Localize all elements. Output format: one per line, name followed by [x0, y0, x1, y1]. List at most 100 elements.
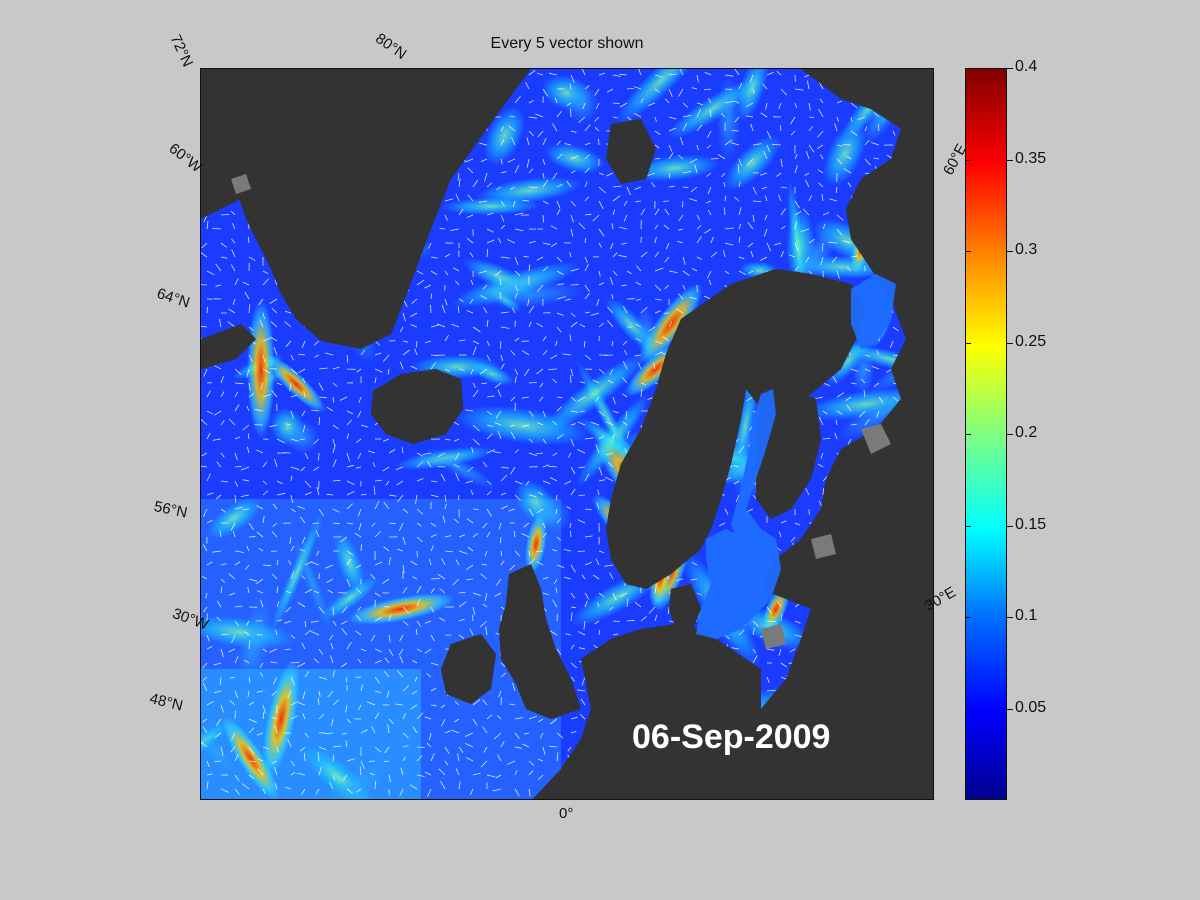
- current-vector: [374, 660, 382, 664]
- current-vector: [604, 564, 614, 567]
- current-vector: [738, 223, 742, 230]
- current-vector: [528, 508, 534, 517]
- current-vector: [570, 612, 573, 622]
- current-vector: [577, 519, 586, 524]
- land-iceland: [371, 369, 463, 444]
- current-blob: [286, 420, 320, 454]
- current-vector: [486, 228, 494, 233]
- current-vector: [556, 648, 562, 655]
- current-vector: [514, 270, 521, 276]
- current-vector: [654, 340, 663, 345]
- current-vector: [570, 130, 577, 133]
- current-vector: [542, 172, 545, 179]
- current-vector: [607, 320, 614, 328]
- current-vector: [332, 459, 337, 468]
- current-vector: [578, 647, 586, 650]
- current-vector: [424, 716, 432, 720]
- current-vector: [612, 116, 619, 119]
- current-blob: [794, 228, 837, 284]
- grid-label-48n: 48°N: [147, 690, 185, 715]
- current-vector: [514, 292, 518, 300]
- current-vector: [248, 774, 255, 780]
- current-vector: [707, 209, 712, 216]
- current-vector: [472, 438, 480, 446]
- current-blob: [334, 532, 365, 594]
- current-vector: [850, 255, 859, 258]
- current-vector: [648, 102, 656, 106]
- current-vector: [584, 124, 591, 132]
- current-vector: [514, 717, 524, 720]
- current-vector: [262, 278, 270, 286]
- current-vector: [498, 690, 502, 698]
- current-vector: [304, 491, 312, 496]
- current-vector: [416, 340, 418, 348]
- current-vector: [871, 365, 880, 370]
- current-vector: [514, 788, 520, 797]
- current-vector: [430, 324, 440, 328]
- current-vector: [578, 116, 586, 123]
- current-vector: [318, 766, 322, 776]
- current-vector: [584, 354, 592, 361]
- current-vector: [318, 713, 324, 720]
- current-vector: [696, 256, 703, 260]
- current-vector: [590, 421, 600, 426]
- current-vector: [724, 88, 733, 90]
- current-vector: [730, 142, 740, 146]
- current-vector: [287, 739, 292, 748]
- current-vector: [297, 702, 306, 706]
- current-vector: [370, 634, 376, 642]
- current-vector: [526, 137, 530, 146]
- current-vector: [598, 550, 605, 554]
- current-vector: [313, 658, 320, 664]
- current-vector: [497, 430, 502, 440]
- current-vector: [206, 773, 213, 776]
- current-vector: [766, 648, 775, 651]
- current-vector: [598, 368, 605, 374]
- current-vector: [598, 186, 606, 194]
- current-vector: [598, 200, 604, 209]
- current-map: [200, 68, 934, 800]
- current-vector: [528, 770, 534, 776]
- current-vector: [846, 266, 852, 272]
- current-vector: [262, 480, 268, 485]
- current-vector: [247, 587, 250, 594]
- current-vector: [276, 601, 280, 608]
- current-vector: [696, 102, 704, 106]
- current-vector: [834, 432, 838, 440]
- current-vector: [444, 334, 449, 342]
- current-vector: [242, 479, 250, 482]
- current-vector: [569, 251, 572, 258]
- current-vector: [819, 98, 824, 104]
- current-vector: [509, 115, 516, 118]
- current-vector: [416, 478, 424, 482]
- current-vector: [430, 588, 435, 594]
- current-vector: [416, 522, 422, 527]
- current-vector: [371, 726, 376, 734]
- current-vector: [691, 561, 698, 566]
- current-vector: [510, 396, 516, 402]
- colorbar-tick-label: 0.25: [1015, 333, 1047, 350]
- current-vector: [664, 256, 670, 263]
- current-vector: [724, 270, 730, 275]
- current-vector: [804, 74, 810, 78]
- current-vector: [536, 561, 544, 566]
- current-vector: [495, 774, 502, 779]
- current-vector: [569, 522, 572, 528]
- current-vector: [706, 130, 712, 138]
- current-vector: [581, 574, 586, 580]
- current-vector: [779, 125, 782, 132]
- current-vector: [458, 634, 465, 639]
- current-vector: [550, 477, 558, 482]
- current-vector: [216, 616, 222, 622]
- current-vector: [357, 658, 362, 664]
- current-vector: [416, 270, 424, 275]
- current-vector: [577, 631, 586, 636]
- current-vector: [215, 494, 222, 500]
- current-vector: [554, 97, 558, 104]
- current-vector: [584, 535, 593, 538]
- current-vector: [297, 662, 306, 668]
- current-vector: [776, 172, 782, 177]
- current-vector: [584, 213, 592, 216]
- current-vector: [876, 350, 880, 356]
- current-vector: [842, 240, 852, 244]
